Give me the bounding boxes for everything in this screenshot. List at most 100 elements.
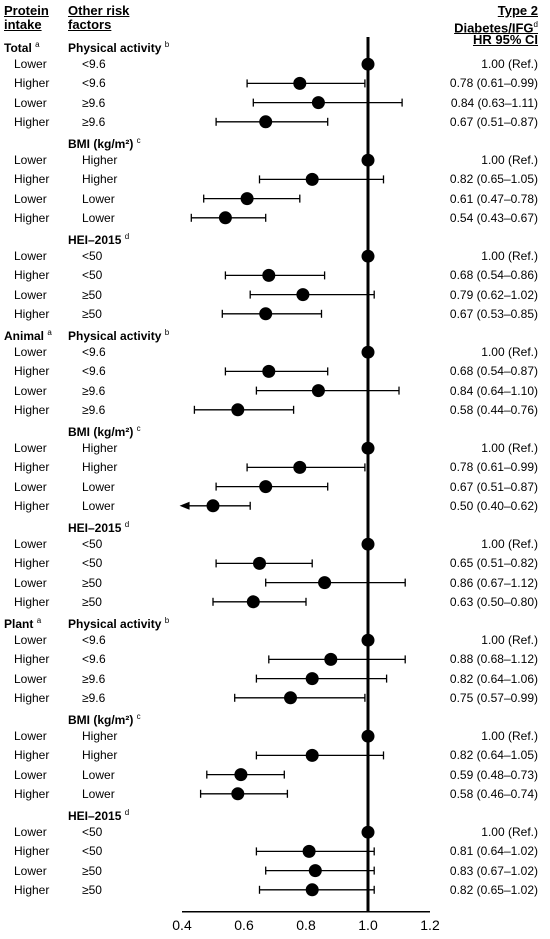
risk-factor-name: HEI–2015 [68,521,122,535]
hr-ci-label: 0.50 (0.40–0.62) [449,498,538,513]
hr-point [311,384,325,398]
hr-ci-label: 0.58 (0.46–0.74) [449,786,538,801]
hr-ci-label: 0.59 (0.48–0.73) [449,767,538,782]
risk-factor-label: HEI–2015 d [68,806,129,823]
hr-point [231,787,245,801]
hr-point [240,192,254,206]
intake-label: Lower [14,633,47,648]
intake-label: Lower [14,863,47,878]
hr-point [305,748,319,762]
risk-factor-sup: d [124,232,130,241]
hr-ci-label: 0.68 (0.54–0.87) [449,364,538,379]
hr-point [361,825,375,839]
intake-label: Higher [14,268,50,283]
hr-ci-label: 0.82 (0.65–1.05) [449,172,538,187]
intake-label: Higher [14,210,50,225]
hr-ci-label: 0.86 (0.67–1.12) [449,575,538,590]
risk-factor-label: BMI (kg/m²) c [68,710,141,727]
hr-point [361,441,375,455]
intake-label: Lower [14,537,47,552]
factor-level-label: <50 [82,844,103,859]
intake-label: Lower [14,191,47,206]
factor-level-label: Lower [82,479,115,494]
hr-point [311,96,325,110]
hr-point [293,460,307,474]
header-protein-intake-line1: Protein [4,3,49,18]
factor-level-label: ≥50 [82,594,102,609]
hr-point [234,768,248,782]
risk-factor-name: Physical activity [68,41,162,55]
risk-factor-label: HEI–2015 d [68,518,129,535]
factor-level-label: ≥50 [82,287,102,302]
intake-label: Higher [14,748,50,763]
hr-points [206,57,375,897]
factor-level-label: ≥50 [82,575,102,590]
hr-ci-label: 0.61 (0.47–0.78) [449,191,538,206]
hr-ci-label: 1.00 (Ref.) [481,249,538,264]
hr-ci-label: 0.84 (0.64–1.10) [449,383,538,398]
group-name: Animal [4,329,45,343]
factor-level-label: <50 [82,268,103,283]
hr-ci-label: 0.58 (0.44–0.76) [449,402,538,417]
risk-factor-name: HEI–2015 [68,233,122,247]
factor-level-label: Higher [82,441,118,456]
hr-ci-label: 0.54 (0.43–0.67) [449,210,538,225]
intake-label: Higher [14,786,50,801]
header-outcome-sup: d [533,20,538,29]
intake-label: Higher [14,844,50,859]
factor-level-label: <50 [82,249,103,264]
intake-label: Lower [14,671,47,686]
group-name: Plant [4,617,34,631]
hr-point [361,729,375,743]
intake-label: Higher [14,690,50,705]
intake-label: Lower [14,287,47,302]
factor-level-label: <9.6 [82,345,106,360]
header-risk-factors-line2: factors [68,17,112,32]
hr-point [253,556,266,570]
hr-ci-label: 0.75 (0.57–0.99) [449,690,538,705]
hr-point [246,595,260,609]
hr-point [361,249,375,263]
intake-label: Lower [14,95,47,110]
risk-factor-name: BMI (kg/m²) [68,713,134,727]
hr-ci-label: 0.78 (0.61–0.99) [449,460,538,475]
factor-level-label: ≥9.6 [82,402,106,417]
hr-ci-label: 1.00 (Ref.) [481,57,538,72]
header-risk-factors-line1: Other risk [68,3,130,18]
factor-level-label: <50 [82,537,103,552]
hr-point [361,537,375,551]
risk-factor-name: HEI–2015 [68,809,122,823]
factor-level-label: <9.6 [82,364,106,379]
factor-level-label: ≥50 [82,306,102,321]
x-tick-label: 1.0 [358,917,378,933]
hr-ci-label: 0.67 (0.51–0.87) [449,479,538,494]
intake-label: Lower [14,575,47,590]
intake-label: Higher [14,498,50,513]
hr-point [361,57,375,71]
header-protein-intake-line2: intake [4,17,42,32]
hr-point [262,364,276,378]
hr-point [318,576,332,590]
risk-factor-label: Physical activity b [68,326,169,343]
risk-factor-name: Physical activity [68,329,162,343]
hr-point [361,633,375,647]
factor-level-label: Higher [82,172,118,187]
factor-level-label: <9.6 [82,76,106,91]
hr-ci-label: 1.00 (Ref.) [481,345,538,360]
hr-ci-label: 0.83 (0.67–1.02) [449,863,538,878]
hr-point [284,691,297,705]
hr-ci-label: 1.00 (Ref.) [481,729,538,744]
factor-level-label: Lower [82,786,115,801]
hr-point [293,76,307,90]
hr-ci-label: 0.82 (0.65–1.02) [449,882,538,897]
intake-label: Lower [14,383,47,398]
factor-level-label: <9.6 [82,633,106,648]
hr-point [361,345,375,359]
hr-point [231,403,245,417]
factor-level-label: <50 [82,825,103,840]
hr-point [259,115,273,129]
ci-arrow-left [179,501,190,510]
factor-level-label: Lower [82,210,115,225]
factor-level-label: ≥50 [82,863,102,878]
